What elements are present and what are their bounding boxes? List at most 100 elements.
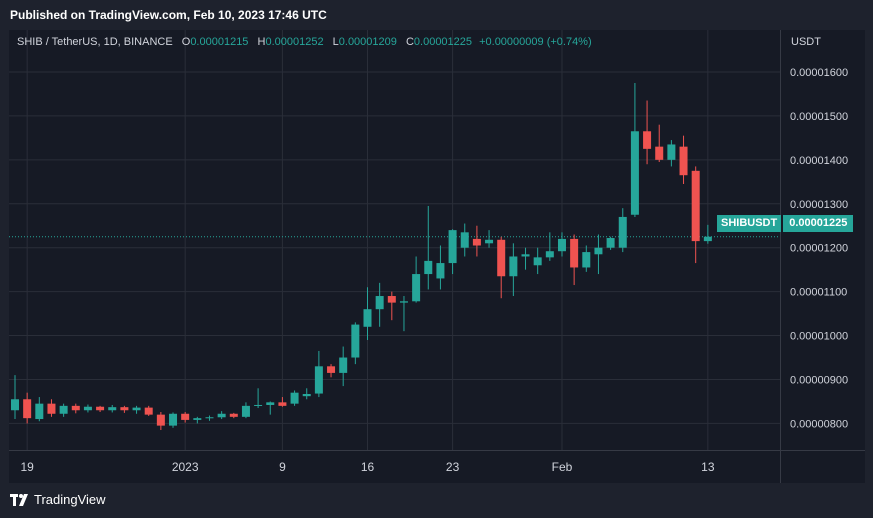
- candle-body: [497, 239, 506, 277]
- candle: [290, 390, 299, 406]
- chart-frame: [9, 30, 865, 483]
- candle-body: [205, 417, 214, 419]
- x-tick-label: 23: [446, 460, 460, 474]
- candle: [485, 230, 494, 248]
- y-tick-label: 0.00001200: [790, 243, 848, 255]
- close-label: C: [405, 36, 414, 48]
- price-tag-symbol: SHIBUSDT: [717, 215, 782, 232]
- y-tick-label: 0.00001600: [790, 67, 848, 79]
- grid-layer: [9, 30, 780, 450]
- candle-body: [71, 405, 80, 411]
- candle-body: [545, 251, 554, 258]
- candle-body: [643, 131, 652, 149]
- candle: [618, 208, 627, 253]
- candle: [339, 346, 348, 387]
- candle-body: [509, 256, 518, 277]
- candle: [302, 388, 311, 400]
- tradingview-logo-icon: [10, 493, 28, 506]
- currency-unit-label: USDT: [791, 36, 821, 48]
- candle-body: [399, 301, 408, 303]
- candle: [570, 234, 579, 286]
- open-label: O: [181, 36, 191, 48]
- candle: [655, 124, 664, 163]
- candle: [679, 135, 688, 184]
- candle: [387, 291, 396, 321]
- candle-body: [424, 260, 433, 275]
- candle: [667, 140, 676, 167]
- candle-body: [314, 366, 323, 394]
- candle: [59, 403, 68, 417]
- candle-body: [229, 413, 238, 417]
- candle: [412, 256, 421, 303]
- candle: [351, 322, 360, 365]
- y-tick-label: 0.00001000: [790, 331, 848, 343]
- candle-body: [144, 407, 153, 415]
- candle: [472, 225, 481, 257]
- candle-body: [47, 403, 56, 414]
- candle: [169, 412, 178, 428]
- candle-body: [132, 407, 141, 411]
- y-tick-label: 0.00001100: [790, 287, 847, 299]
- candle: [533, 247, 542, 275]
- open-value: 0.00001215: [190, 36, 249, 48]
- candle-body: [181, 413, 190, 420]
- last-price-tag: SHIBUSDT 0.00001225: [717, 215, 854, 232]
- candle-body: [485, 239, 494, 244]
- low-value: 0.00001209: [338, 36, 397, 48]
- candlestick-chart[interactable]: 0.00000800 0.00000900 0.00001000 0.00001100…: [9, 30, 865, 483]
- candle: [266, 401, 275, 415]
- candle: [703, 224, 712, 244]
- y-tick-label: 0.00001500: [790, 111, 848, 123]
- x-tick-label: 16: [361, 460, 375, 474]
- candle-body: [375, 296, 384, 310]
- candle-body: [217, 413, 226, 418]
- candle: [545, 232, 554, 261]
- candle: [205, 415, 214, 421]
- candle: [460, 223, 469, 257]
- candle-body: [472, 238, 481, 246]
- axis-layer: 0.00000800 0.00000900 0.00001000 0.00001100…: [9, 30, 865, 483]
- candle: [181, 412, 190, 423]
- x-tick-label: 9: [279, 460, 286, 474]
- candle-body: [156, 414, 165, 426]
- candle: [327, 364, 336, 378]
- brand-label: TradingView: [34, 492, 106, 507]
- x-tick-label: 13: [701, 460, 715, 474]
- candle-body: [339, 357, 348, 373]
- candle-body: [351, 324, 360, 358]
- y-tick-label: 0.00000800: [790, 418, 848, 430]
- candle-body: [691, 170, 700, 242]
- candle: [254, 388, 263, 409]
- candle: [630, 82, 639, 217]
- candle-body: [460, 232, 469, 248]
- x-tick-label: 2023: [172, 460, 199, 474]
- candle-body: [363, 309, 372, 327]
- candle: [11, 375, 19, 420]
- candle-body: [302, 393, 311, 397]
- candle-body: [387, 296, 396, 303]
- candle-body: [667, 144, 676, 160]
- tradingview-brand[interactable]: TradingView: [10, 492, 106, 507]
- candle-body: [59, 405, 68, 414]
- candle: [448, 229, 457, 275]
- candle: [144, 405, 153, 416]
- candle: [35, 397, 44, 422]
- candle: [71, 403, 80, 414]
- candle: [436, 245, 445, 290]
- candle-body: [679, 146, 688, 176]
- low-label: L: [332, 36, 339, 48]
- candle-body: [120, 407, 129, 411]
- candle-body: [594, 247, 603, 255]
- candle: [509, 243, 518, 297]
- candle: [594, 234, 603, 275]
- candle-body: [193, 418, 202, 420]
- candle-body: [290, 392, 299, 404]
- candle: [83, 404, 92, 413]
- candle-body: [436, 263, 445, 279]
- candle-body: [570, 238, 579, 268]
- candle: [399, 296, 408, 332]
- candle-body: [241, 405, 250, 417]
- candle-layer: [11, 82, 712, 431]
- candle: [363, 287, 372, 340]
- candle: [606, 236, 615, 250]
